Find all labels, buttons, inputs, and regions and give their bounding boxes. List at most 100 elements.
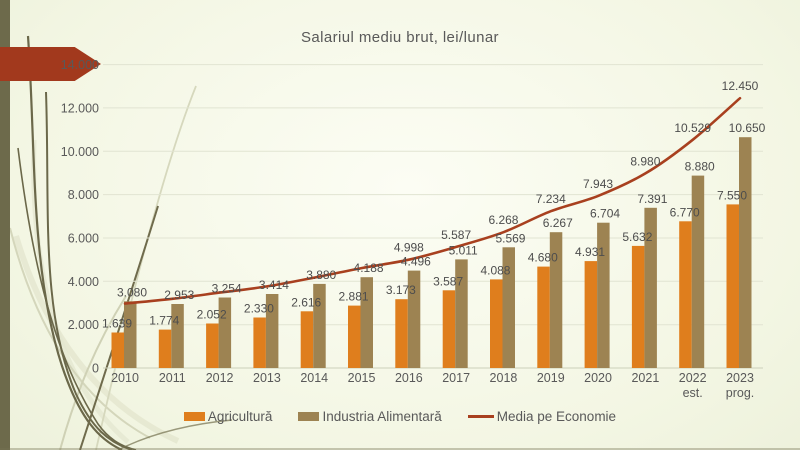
x-tick-label: 2010	[111, 371, 139, 385]
x-tick-label: 2011	[159, 371, 186, 385]
x-tick-label: 2021	[631, 371, 659, 385]
bar-agricultura	[584, 261, 598, 368]
legend-item-industria-alimentara: Industria Alimentară	[298, 409, 442, 424]
bar-industria-alimentara	[549, 232, 563, 368]
wisp-curve	[117, 419, 233, 450]
data-label-agricultura: 3.587	[433, 274, 463, 288]
y-tick-label: 0	[92, 362, 99, 376]
x-tick-label: 2012	[206, 371, 234, 385]
data-label-industria-alimentara: 7.391	[637, 192, 667, 206]
bar-industria-alimentara	[218, 297, 232, 368]
data-label-agricultura: 6.770	[670, 205, 700, 219]
data-label-agricultura: 2.330	[244, 302, 274, 316]
x-tick-label: 2017	[442, 371, 470, 385]
bar-agricultura	[300, 311, 314, 368]
data-label-agricultura: 2.052	[197, 308, 227, 322]
bar-industria-alimentara	[455, 259, 468, 368]
data-label-industria-alimentara: 4.188	[354, 261, 384, 275]
wisp-curve	[17, 147, 137, 450]
agricultura-swatch-icon	[183, 412, 205, 421]
legend-item-agricultura: Agricultură	[183, 409, 273, 424]
bar-agricultura	[348, 305, 361, 368]
bar-industria-alimentara	[597, 222, 610, 368]
data-label-agricultura: 3.173	[386, 283, 416, 297]
bar-industria-alimentara	[265, 294, 279, 368]
data-label-agricultura: 5.632	[622, 230, 652, 244]
x-tick-label: 2020	[584, 371, 612, 385]
industria-alimentara-swatch-icon	[298, 412, 320, 421]
data-label-agricultura: 4.088	[480, 263, 510, 277]
decorative-wisp-curves	[9, 35, 233, 450]
bar-agricultura	[726, 204, 739, 368]
bar-agricultura	[442, 290, 456, 368]
media-pe-economie-line-swatch-icon	[467, 415, 494, 418]
legend-label: Agricultură	[207, 409, 273, 424]
data-label-industria-alimentara: 4.496	[401, 255, 431, 269]
legend-label: Industria Alimentară	[322, 409, 442, 424]
chart-legend: Agricultură Industria Alimentară Media p…	[0, 409, 800, 424]
x-tick-label: 2022 est.	[679, 371, 707, 400]
data-label-agricultura: 4.680	[528, 251, 558, 265]
data-label-agricultura: 2.616	[291, 295, 321, 309]
data-label-industria-alimentara: 5.569	[495, 231, 525, 245]
bar-agricultura	[206, 323, 219, 368]
bar-industria-alimentara	[502, 247, 515, 368]
y-tick-label: 8.000	[68, 188, 99, 202]
data-label-industria-alimentara: 10.650	[729, 121, 766, 135]
bar-industria-alimentara	[171, 304, 184, 368]
y-tick-label: 4.000	[68, 275, 99, 289]
data-label-industria-alimentara: 3.254	[212, 281, 242, 295]
data-label-media-pe-economie: 8.980	[630, 154, 660, 168]
wisp-curve	[59, 295, 127, 450]
data-label-industria-alimentara: 3.414	[259, 278, 289, 292]
chart-title: Salariul mediu brut, lei/lunar	[301, 29, 499, 46]
bar-industria-alimentara	[360, 277, 373, 368]
bar-industria-alimentara	[313, 283, 326, 368]
data-label-agricultura: 2.881	[339, 290, 369, 304]
bar-industria-alimentara	[124, 301, 137, 368]
y-tick-label: 10.000	[61, 145, 99, 159]
data-label-agricultura: 1.639	[102, 316, 132, 330]
data-label-media-pe-economie: 10.529	[674, 121, 711, 135]
x-tick-label: 2014	[300, 371, 328, 385]
x-tick-label: 2013	[253, 371, 281, 385]
bar-industria-alimentara	[644, 207, 657, 368]
y-tick-label: 6.000	[68, 231, 99, 245]
data-label-industria-alimentara: 3.880	[306, 268, 336, 282]
bar-industria-alimentara	[739, 137, 752, 368]
bar-agricultura	[679, 221, 692, 368]
data-label-industria-alimentara: 8.880	[685, 160, 715, 174]
bar-industria-alimentara	[691, 175, 705, 368]
bar-agricultura	[158, 329, 172, 368]
wisp-curve	[13, 235, 180, 444]
bar-agricultura	[537, 266, 550, 368]
y-tick-label: 14.000	[61, 58, 99, 72]
bar-agricultura	[631, 245, 645, 368]
data-label-media-pe-economie: 12.450	[722, 79, 759, 93]
data-label-media-pe-economie: 7.234	[536, 192, 566, 206]
data-label-agricultura: 1.774	[149, 314, 179, 328]
data-label-industria-alimentara: 3.080	[117, 285, 147, 299]
wisp-curve	[26, 35, 123, 450]
media-pe-economie-line	[123, 96, 742, 305]
bar-agricultura	[253, 317, 266, 368]
data-label-industria-alimentara: 2.953	[164, 288, 194, 302]
data-label-media-pe-economie: 4.998	[394, 241, 424, 255]
x-tick-label: 2023 prog.	[726, 371, 755, 400]
x-tick-label: 2019	[537, 371, 565, 385]
data-label-industria-alimentara: 6.267	[543, 216, 573, 230]
legend-label: Media pe Economie	[496, 409, 617, 424]
bar-agricultura	[490, 279, 503, 368]
x-tick-label: 2018	[490, 371, 518, 385]
data-label-industria-alimentara: 6.704	[590, 207, 620, 221]
data-label-media-pe-economie: 5.587	[441, 228, 471, 242]
data-label-industria-alimentara: 5.011	[449, 243, 478, 257]
y-tick-label: 2.000	[68, 318, 99, 332]
x-tick-label: 2016	[395, 371, 423, 385]
bar-industria-alimentara	[407, 270, 421, 368]
bar-agricultura	[111, 332, 124, 368]
bar-agricultura	[395, 299, 408, 368]
data-label-media-pe-economie: 6.268	[488, 213, 518, 227]
